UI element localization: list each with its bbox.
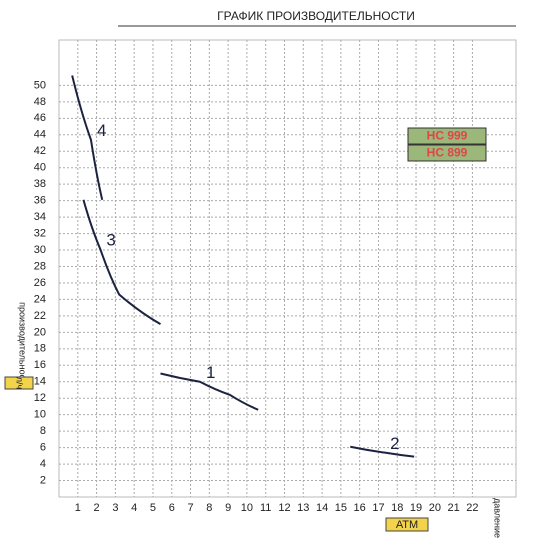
y-tick-label: 50 bbox=[34, 79, 46, 91]
x-tick-label: 8 bbox=[206, 502, 212, 514]
legend-label: HC 999 bbox=[427, 129, 468, 143]
x-tick-label: 5 bbox=[150, 502, 156, 514]
x-tick-label: 12 bbox=[278, 502, 290, 514]
y-tick-label: 40 bbox=[34, 162, 46, 174]
y-tick-label: 22 bbox=[34, 310, 46, 322]
y-tick-label: 48 bbox=[34, 96, 46, 108]
x-tick-label: 17 bbox=[372, 502, 384, 514]
y-tick-label: 44 bbox=[34, 129, 46, 141]
legend-box bbox=[407, 127, 487, 145]
x-tick-label: 21 bbox=[448, 502, 460, 514]
y-axis-label: производительность bbox=[18, 302, 28, 388]
x-axis-label: давление bbox=[493, 498, 503, 538]
y-tick-label: 46 bbox=[34, 112, 46, 124]
curve-label: 1 bbox=[206, 363, 215, 382]
x-tick-label: 9 bbox=[225, 502, 231, 514]
x-tick-label: 16 bbox=[354, 502, 366, 514]
x-tick-label: 2 bbox=[94, 502, 100, 514]
x-unit: АТМ bbox=[396, 519, 418, 531]
y-tick-label: 10 bbox=[34, 409, 46, 421]
x-tick-label: 3 bbox=[112, 502, 118, 514]
y-tick-label: 42 bbox=[34, 145, 46, 157]
x-tick-label: 22 bbox=[466, 502, 478, 514]
y-tick-label: 36 bbox=[34, 195, 46, 207]
y-tick-label: 28 bbox=[34, 260, 46, 272]
legend-box bbox=[407, 144, 487, 162]
y-tick-label: 34 bbox=[34, 211, 46, 223]
x-tick-label: 6 bbox=[169, 502, 175, 514]
y-tick-label: 30 bbox=[34, 244, 46, 256]
x-tick-label: 15 bbox=[335, 502, 347, 514]
x-tick-label: 11 bbox=[260, 502, 271, 514]
x-tick-label: 7 bbox=[187, 502, 193, 514]
y-tick-label: 8 bbox=[40, 425, 46, 437]
y-unit: л/ч bbox=[15, 377, 25, 390]
y-tick-label: 26 bbox=[34, 277, 46, 289]
x-tick-label: 13 bbox=[297, 502, 309, 514]
y-tick-label: 2 bbox=[40, 474, 46, 486]
x-tick-label: 14 bbox=[316, 502, 328, 514]
x-tick-label: 19 bbox=[410, 502, 422, 514]
x-unit-box bbox=[385, 517, 429, 532]
y-tick-label: 24 bbox=[34, 293, 46, 305]
y-tick-label: 4 bbox=[40, 458, 46, 470]
curve bbox=[71, 75, 104, 201]
y-tick-label: 14 bbox=[34, 376, 46, 388]
curve bbox=[82, 199, 161, 325]
x-tick-label: 1 bbox=[75, 502, 81, 514]
y-tick-label: 20 bbox=[34, 326, 46, 338]
curve bbox=[350, 445, 415, 458]
x-tick-label: 18 bbox=[391, 502, 403, 514]
x-tick-label: 20 bbox=[429, 502, 441, 514]
plot-area bbox=[58, 39, 517, 498]
y-tick-label: 32 bbox=[34, 227, 46, 239]
x-tick-label: 4 bbox=[131, 502, 137, 514]
y-tick-label: 12 bbox=[34, 392, 46, 404]
y-tick-label: 18 bbox=[34, 343, 46, 355]
curve-label: 3 bbox=[106, 231, 115, 250]
y-tick-label: 6 bbox=[40, 442, 46, 454]
curve bbox=[160, 372, 259, 411]
y-unit-box bbox=[4, 376, 34, 390]
curve-label: 4 bbox=[97, 121, 106, 140]
x-tick-label: 10 bbox=[241, 502, 253, 514]
curve-label: 2 bbox=[390, 434, 399, 453]
y-tick-label: 38 bbox=[34, 178, 46, 190]
y-tick-label: 16 bbox=[34, 359, 46, 371]
legend-label: HC 899 bbox=[427, 146, 468, 160]
chart-title: ГРАФИК ПРОИЗВОДИТЕЛЬНОСТИ bbox=[217, 9, 415, 23]
